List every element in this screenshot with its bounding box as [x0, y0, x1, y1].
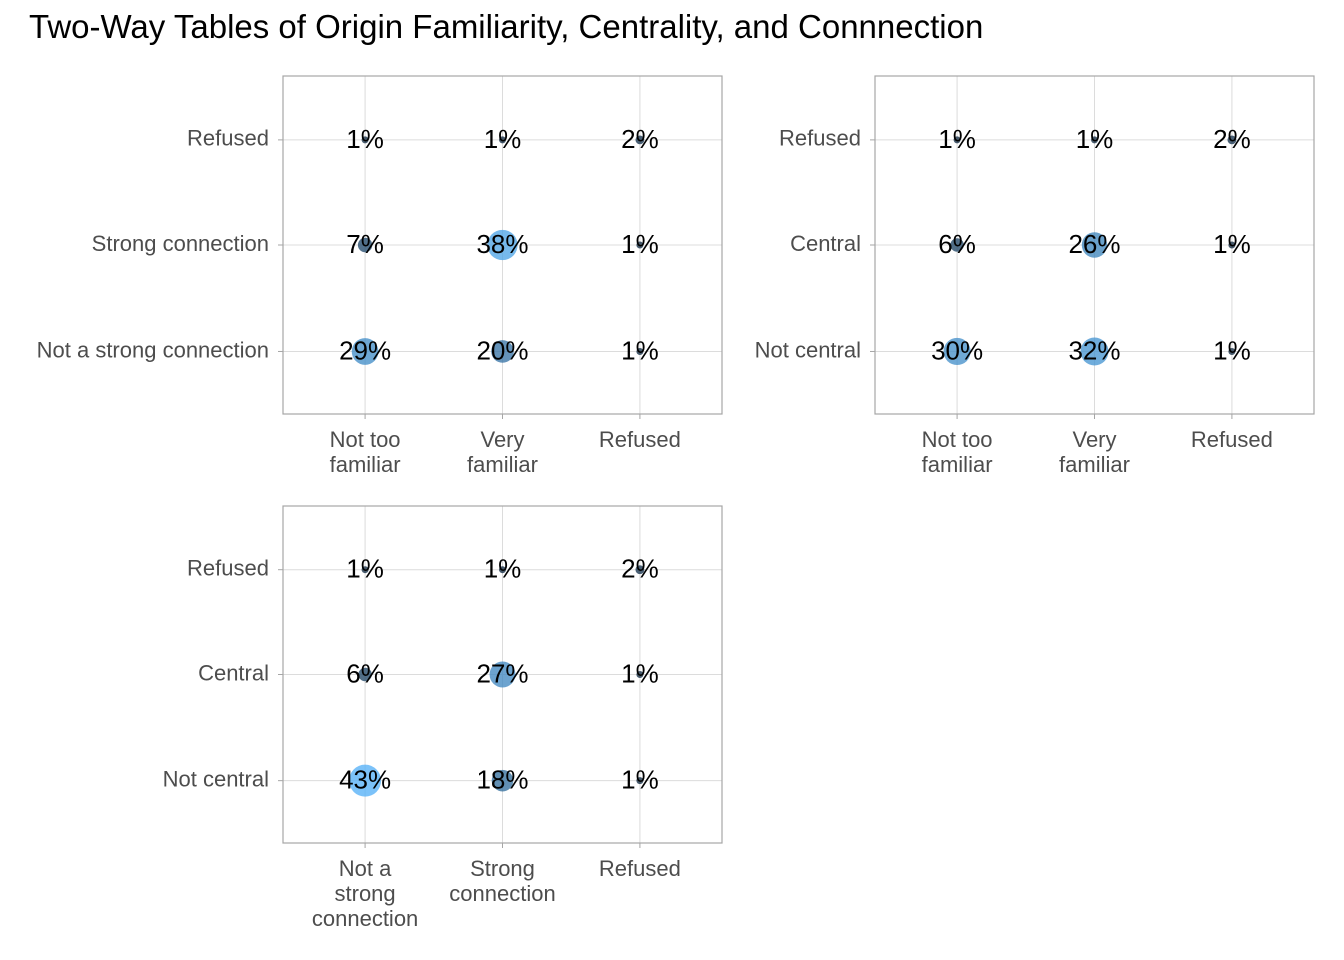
- data-label: 1%: [1076, 124, 1114, 154]
- y-tick-label: Refused: [779, 126, 861, 151]
- data-point: [950, 238, 964, 252]
- data-label: 6%: [938, 229, 976, 259]
- data-point: [499, 566, 506, 574]
- data-label: 1%: [938, 124, 976, 154]
- data-label: 30%: [931, 335, 983, 365]
- data-label: 1%: [484, 554, 522, 584]
- data-label: 2%: [1213, 124, 1251, 154]
- data-point: [1081, 232, 1108, 258]
- data-label: 38%: [476, 229, 528, 259]
- data-point: [1227, 135, 1237, 145]
- data-point: [636, 777, 644, 785]
- data-point: [635, 565, 645, 575]
- data-label: 27%: [476, 658, 528, 688]
- data-label: 20%: [476, 335, 528, 365]
- data-point: [361, 136, 369, 144]
- data-point: [358, 667, 372, 682]
- y-tick-label: Not central: [163, 766, 269, 791]
- data-point: [491, 769, 514, 792]
- data-label: 7%: [346, 229, 384, 259]
- data-label: 43%: [339, 765, 391, 795]
- data-label: 2%: [621, 554, 659, 584]
- data-label: 1%: [621, 229, 659, 259]
- y-tick-label: Not a strong connection: [37, 337, 269, 362]
- data-point: [491, 340, 514, 363]
- x-tick-label: Very familiar: [467, 427, 538, 477]
- data-point: [953, 136, 961, 144]
- data-point: [487, 229, 518, 261]
- y-tick-label: Central: [198, 660, 269, 685]
- data-label: 1%: [621, 765, 659, 795]
- data-point: [1080, 337, 1109, 366]
- data-label: 26%: [1068, 229, 1120, 259]
- data-label: 18%: [476, 765, 528, 795]
- data-point: [357, 237, 373, 253]
- data-point: [351, 338, 379, 365]
- data-label: 1%: [621, 335, 659, 365]
- x-tick-label: Not a strong connection: [312, 856, 418, 931]
- x-tick-label: Refused: [599, 427, 681, 452]
- data-label: 1%: [346, 124, 384, 154]
- y-tick-label: Strong connection: [92, 231, 269, 256]
- data-point: [499, 136, 506, 144]
- data-point: [636, 671, 644, 678]
- data-label: 32%: [1068, 335, 1120, 365]
- x-tick-label: Not too familiar: [330, 427, 401, 477]
- y-tick-label: Refused: [187, 556, 269, 581]
- data-label: 29%: [339, 335, 391, 365]
- y-tick-label: Refused: [187, 126, 269, 151]
- data-label: 6%: [346, 658, 384, 688]
- data-point: [349, 764, 382, 797]
- data-point: [636, 241, 644, 249]
- data-point: [1228, 241, 1236, 249]
- x-tick-label: Very familiar: [1059, 427, 1130, 477]
- data-point: [361, 566, 369, 574]
- data-label: 1%: [1213, 335, 1251, 365]
- x-tick-label: Refused: [599, 856, 681, 881]
- x-tick-label: Refused: [1191, 427, 1273, 452]
- data-point: [1228, 347, 1236, 355]
- chart-panel-top-right: Not central Central Refused Not too familiar…: [755, 75, 1315, 477]
- y-tick-label: Not central: [755, 337, 861, 362]
- data-point: [943, 337, 971, 366]
- data-point: [1091, 136, 1098, 144]
- data-label: 1%: [346, 554, 384, 584]
- data-point: [489, 661, 516, 688]
- data-point: [635, 135, 645, 145]
- chart-panel-bottom-left: Not central Central Refused Not a strong conn…: [163, 505, 723, 931]
- data-label: 2%: [621, 124, 659, 154]
- data-point: [636, 347, 644, 355]
- data-label: 1%: [1213, 229, 1251, 259]
- x-tick-label: Strong connection: [449, 856, 555, 906]
- data-label: 1%: [484, 124, 522, 154]
- chart-panel-top-left: Not a strong connection Strong connection…: [37, 75, 723, 477]
- x-tick-label: Not too familiar: [922, 427, 993, 477]
- page-title: Two-Way Tables of Origin Familiarity, Ce…: [29, 8, 984, 45]
- y-tick-label: Central: [790, 231, 861, 256]
- data-label: 1%: [621, 658, 659, 688]
